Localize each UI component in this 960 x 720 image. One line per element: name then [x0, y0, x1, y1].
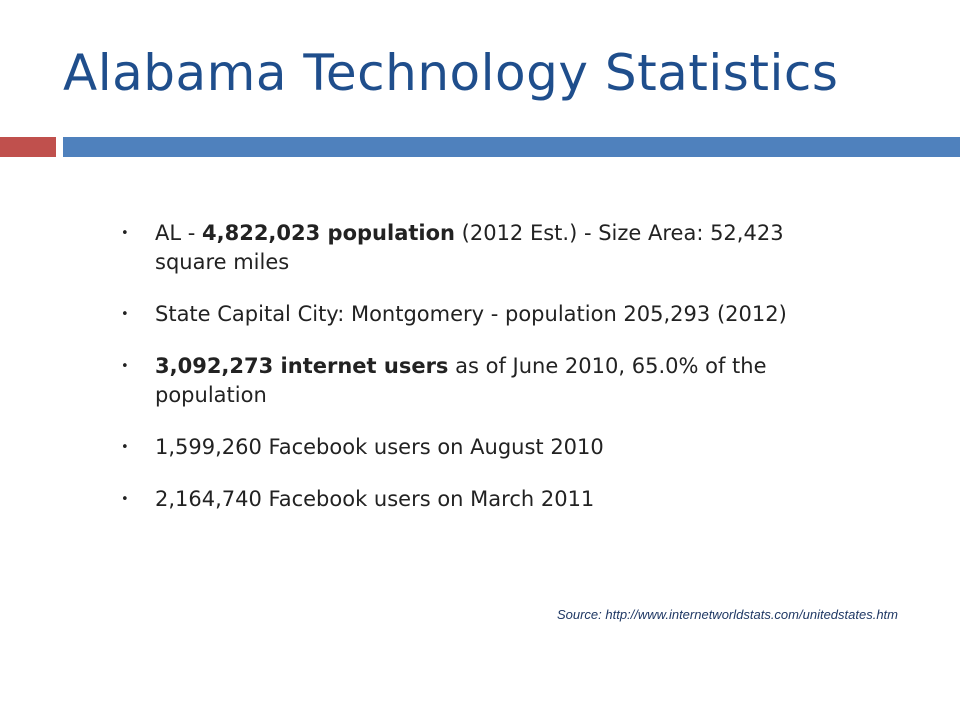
bullet-text: (2012 Est.) - Size Area: 52,423 square m… [155, 221, 784, 274]
bullet-dot-icon: • [121, 359, 129, 374]
bullet-emphasis: 4,822,023 population [202, 221, 455, 245]
bullet-dot-icon: • [121, 440, 129, 455]
slide-title: Alabama Technology Statistics [63, 44, 839, 102]
bullet-item: • AL - 4,822,023 population (2012 Est.) … [121, 219, 821, 277]
bullet-item: • State Capital City: Montgomery - popul… [121, 300, 821, 329]
bullet-list: • AL - 4,822,023 population (2012 Est.) … [121, 219, 821, 514]
bullet-item: • 3,092,273 internet users as of June 20… [121, 352, 821, 410]
bullet-text: 1,599,260 Facebook users on August 2010 [155, 435, 604, 459]
bullet-text: State Capital City: Montgomery - populat… [155, 302, 787, 326]
bullet-text: as of June 2010, 65.0% of the population [155, 354, 767, 407]
title-accent-bar-red [0, 137, 56, 157]
bullet-text: AL - [155, 221, 202, 245]
source-citation: Source: http://www.internetworldstats.co… [556, 607, 898, 622]
bullet-text: 2,164,740 Facebook users on March 2011 [155, 487, 595, 511]
bullet-dot-icon: • [121, 226, 129, 241]
bullet-emphasis: 3,092,273 internet users [155, 354, 449, 378]
title-accent-bar-blue [63, 137, 960, 157]
bullet-item: • 2,164,740 Facebook users on March 2011 [121, 485, 821, 514]
bullet-dot-icon: • [121, 307, 129, 322]
bullet-item: • 1,599,260 Facebook users on August 201… [121, 433, 821, 462]
bullet-dot-icon: • [121, 492, 129, 507]
